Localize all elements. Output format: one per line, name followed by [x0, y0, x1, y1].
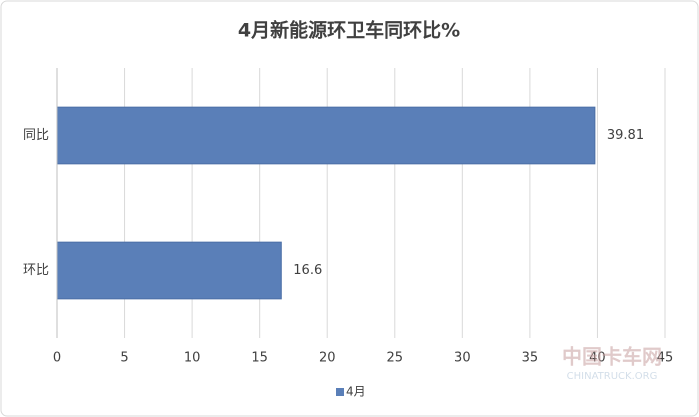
x-tick-label: 20 — [319, 351, 336, 366]
bar — [56, 241, 282, 300]
bar — [56, 106, 596, 165]
y-tick-label: 环比 — [23, 263, 49, 278]
watermark-subtitle: CHINATRUCK.ORG — [567, 371, 658, 382]
x-tick-label: 40 — [589, 351, 606, 366]
x-tick-label: 45 — [657, 351, 674, 366]
data-label: 39.81 — [607, 128, 644, 143]
x-tick-label: 25 — [387, 351, 404, 366]
legend-swatch — [336, 388, 344, 396]
legend-label: 4月 — [346, 385, 366, 399]
x-tick-label: 35 — [522, 351, 539, 366]
x-tick-label: 30 — [454, 351, 471, 366]
data-label: 16.6 — [293, 263, 322, 278]
x-tick-label: 15 — [251, 351, 268, 366]
chart-title: 4月新能源环卫车同环比% — [238, 19, 460, 42]
x-tick-label: 5 — [120, 351, 128, 366]
x-tick-label: 10 — [184, 351, 201, 366]
watermark: 中国卡车网 CHINATRUCK.ORG — [562, 345, 662, 383]
watermark-title: 中国卡车网 — [562, 345, 662, 369]
x-tick-label: 0 — [53, 351, 61, 366]
y-tick-label: 同比 — [23, 128, 49, 143]
